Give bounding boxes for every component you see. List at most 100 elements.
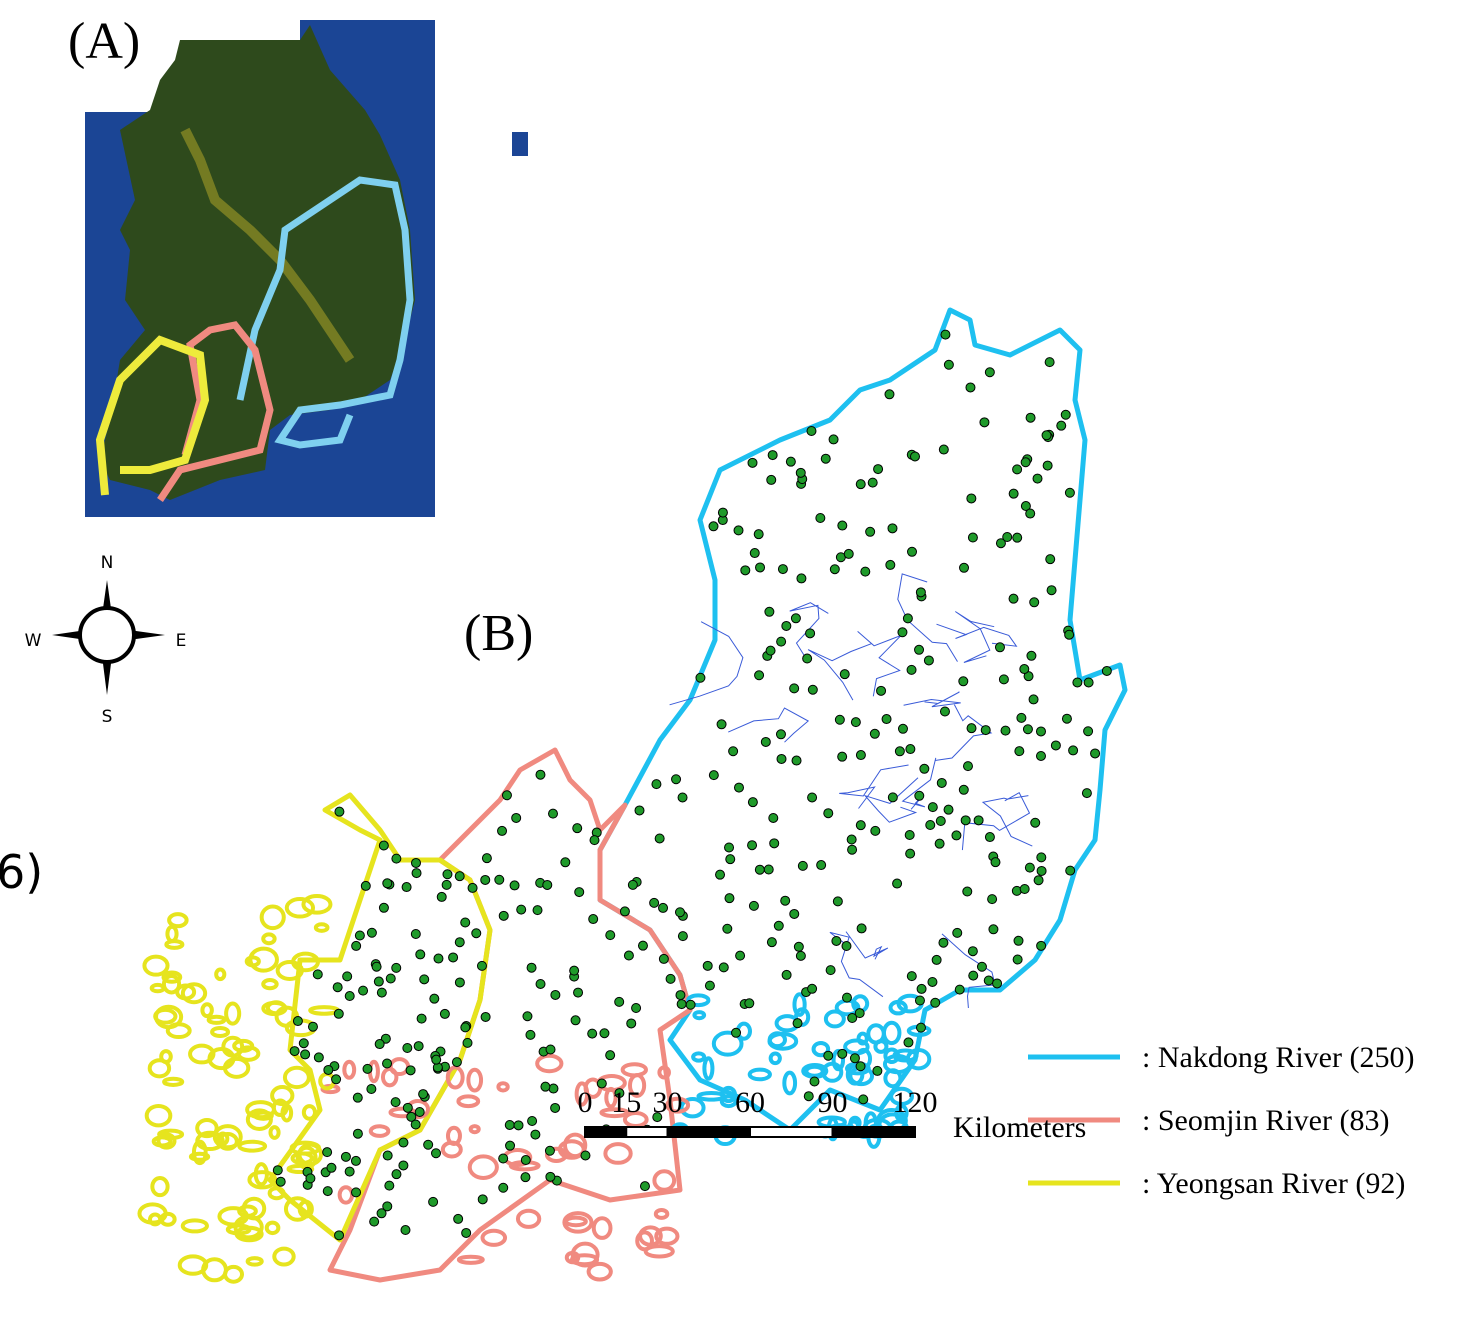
site <box>442 880 451 889</box>
site <box>796 951 805 960</box>
island-outline <box>152 1178 167 1195</box>
site <box>1009 489 1018 498</box>
site <box>888 524 897 533</box>
island-outline <box>344 1062 354 1078</box>
site <box>399 1138 408 1147</box>
site <box>829 435 838 444</box>
scale-segment <box>833 1127 916 1137</box>
site <box>521 1173 530 1182</box>
site <box>383 1059 392 1068</box>
site <box>886 560 895 569</box>
site <box>838 521 847 530</box>
site <box>939 938 948 947</box>
site <box>719 963 728 972</box>
site <box>345 992 354 1001</box>
site <box>816 514 825 523</box>
site <box>632 1003 641 1012</box>
site <box>434 954 443 963</box>
site <box>505 1120 514 1129</box>
site <box>536 770 545 779</box>
site <box>299 1039 308 1048</box>
site <box>953 928 962 937</box>
island-outline <box>468 1070 481 1091</box>
scale-tick-label: 0 <box>578 1086 593 1119</box>
site <box>415 1108 424 1117</box>
island-outline <box>169 914 187 926</box>
site <box>916 588 925 597</box>
site <box>856 751 865 760</box>
site <box>424 1140 433 1149</box>
site <box>1013 465 1022 474</box>
site <box>999 675 1008 684</box>
site <box>873 1066 882 1075</box>
site <box>782 621 791 630</box>
site <box>1037 866 1046 875</box>
site <box>748 798 757 807</box>
site <box>1084 678 1093 687</box>
site <box>452 1058 461 1067</box>
site <box>782 970 791 979</box>
site <box>351 1156 360 1165</box>
cut-label: 6) <box>0 845 43 899</box>
site <box>734 526 743 535</box>
island-outline <box>826 1011 844 1026</box>
site <box>1057 421 1066 430</box>
island-outline <box>155 1010 175 1023</box>
site <box>790 909 799 918</box>
site <box>736 951 745 960</box>
site <box>402 883 411 892</box>
site <box>589 915 598 924</box>
site <box>838 752 847 761</box>
site <box>1045 358 1054 367</box>
site <box>926 821 935 830</box>
site <box>527 963 536 972</box>
site <box>866 527 875 536</box>
site <box>898 628 907 637</box>
island-outline <box>371 1126 389 1136</box>
site <box>776 730 785 739</box>
site <box>806 629 815 638</box>
site <box>481 875 490 884</box>
island-outline <box>147 1106 171 1125</box>
site <box>856 821 865 830</box>
site <box>874 465 883 474</box>
site <box>472 929 481 938</box>
site <box>353 1093 362 1102</box>
site <box>768 451 777 460</box>
site <box>352 941 361 950</box>
island-outline <box>884 1023 899 1043</box>
site <box>920 764 929 773</box>
site <box>882 715 891 724</box>
site <box>797 574 806 583</box>
site <box>455 938 464 947</box>
site <box>935 839 944 848</box>
site <box>1065 488 1074 497</box>
site <box>726 855 735 864</box>
site <box>888 793 897 802</box>
island-outline <box>458 1096 478 1106</box>
site <box>335 1231 344 1240</box>
island-outline <box>267 1223 279 1233</box>
island-outline <box>594 1218 611 1238</box>
site <box>808 793 817 802</box>
site <box>725 843 734 852</box>
island-outline <box>164 1079 182 1085</box>
site <box>327 1163 336 1172</box>
site <box>517 905 526 914</box>
site <box>334 1009 343 1018</box>
site <box>877 686 886 695</box>
site <box>374 977 383 986</box>
site <box>411 858 420 867</box>
site <box>420 975 429 984</box>
site <box>908 547 917 556</box>
site <box>870 729 879 738</box>
site <box>1043 461 1052 470</box>
site <box>678 932 687 941</box>
site <box>600 1029 609 1038</box>
site <box>767 475 776 484</box>
legend-label: : Yeongsan River (92) <box>1142 1167 1405 1200</box>
site <box>383 879 392 888</box>
site <box>917 984 926 993</box>
island-outline <box>262 906 284 928</box>
site <box>703 961 712 970</box>
